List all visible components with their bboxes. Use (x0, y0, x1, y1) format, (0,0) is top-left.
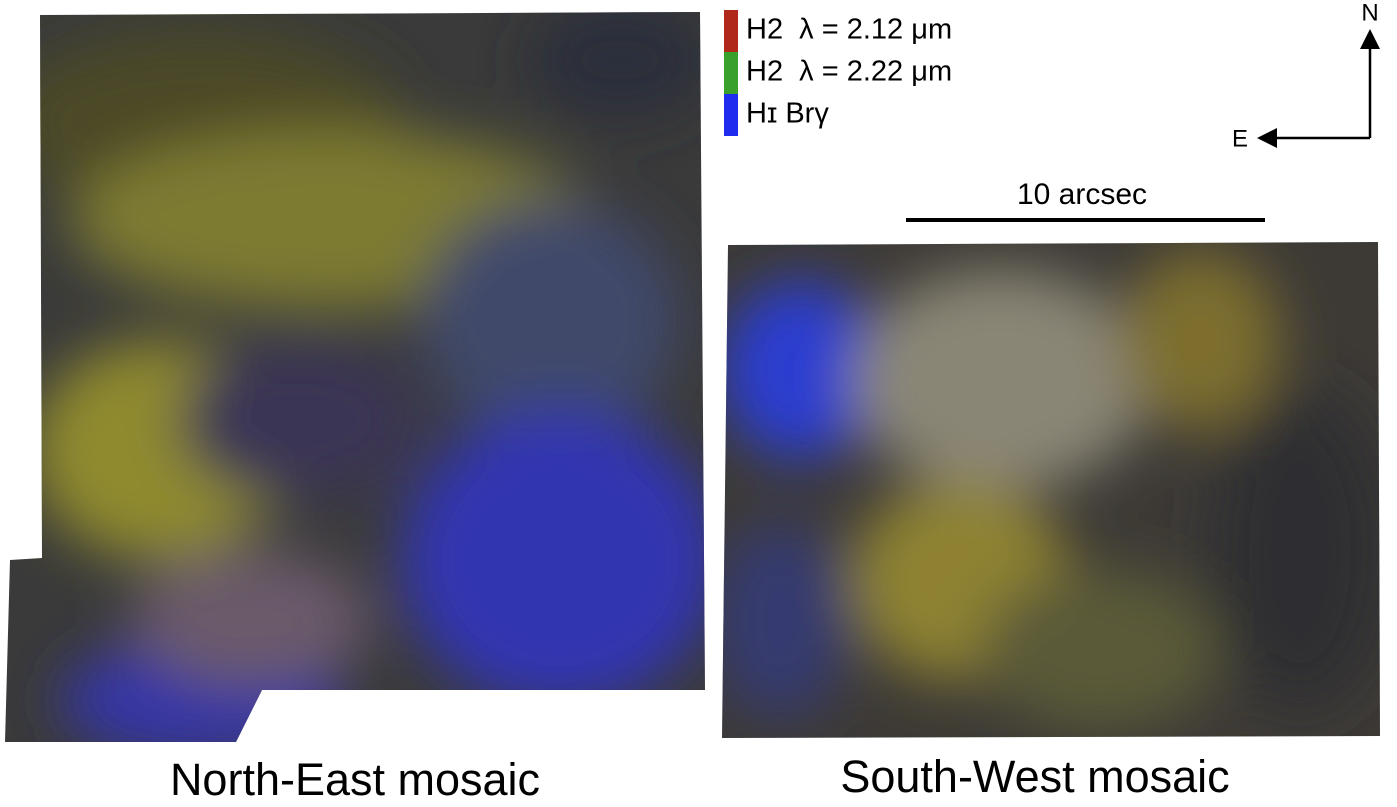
legend-label: H2 λ = 2.22 μm (746, 56, 952, 88)
legend-label: Hɪ Brγ (746, 98, 829, 130)
panel-caption: South-West mosaic (840, 751, 1229, 802)
ne-mosaic-image (5, 12, 705, 742)
compass-east: E (1232, 125, 1248, 152)
sw-mosaic-image (722, 242, 1380, 738)
panel-caption: North-East mosaic (170, 754, 540, 805)
legend-swatch (724, 94, 738, 136)
legend-label: H2 λ = 2.12 μm (746, 14, 952, 46)
compass-north: N (1361, 0, 1378, 26)
scale-bar-label: 10 arcsec (1017, 178, 1147, 211)
legend: H2 λ = 2.12 μm H2 λ = 2.22 μm Hɪ Brγ (724, 10, 952, 136)
legend-swatch (724, 10, 738, 52)
legend-swatch (724, 52, 738, 94)
